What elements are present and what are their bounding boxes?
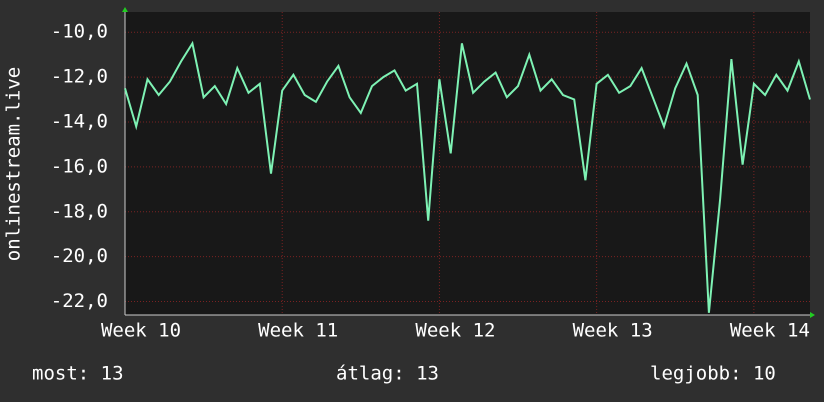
y-tick-label: -16,0	[51, 155, 108, 177]
y-tick-label: -18,0	[51, 200, 108, 222]
x-tick-label: Week 12	[415, 320, 495, 342]
footer-best: legjobb: 10	[650, 363, 776, 385]
x-tick-label: Week 13	[573, 320, 653, 342]
y-tick-label: -22,0	[51, 290, 108, 312]
y-tick-label: -20,0	[51, 245, 108, 267]
x-tick-label: Week 11	[258, 320, 338, 342]
footer-current: most: 13	[32, 363, 124, 385]
data-line	[124, 40, 811, 313]
y-tick-label: -12,0	[51, 66, 108, 88]
y-axis-label: onlinestream.live	[3, 67, 25, 261]
x-tick-label: Week 10	[101, 320, 181, 342]
y-tick-label: -10,0	[51, 21, 108, 43]
footer-average: átlag: 13	[336, 363, 439, 385]
plot-area	[125, 12, 810, 315]
x-tick-label: Week 14	[730, 320, 810, 342]
y-arrow	[122, 7, 128, 12]
x-arrow	[810, 312, 815, 318]
y-tick-label: -14,0	[51, 110, 108, 132]
